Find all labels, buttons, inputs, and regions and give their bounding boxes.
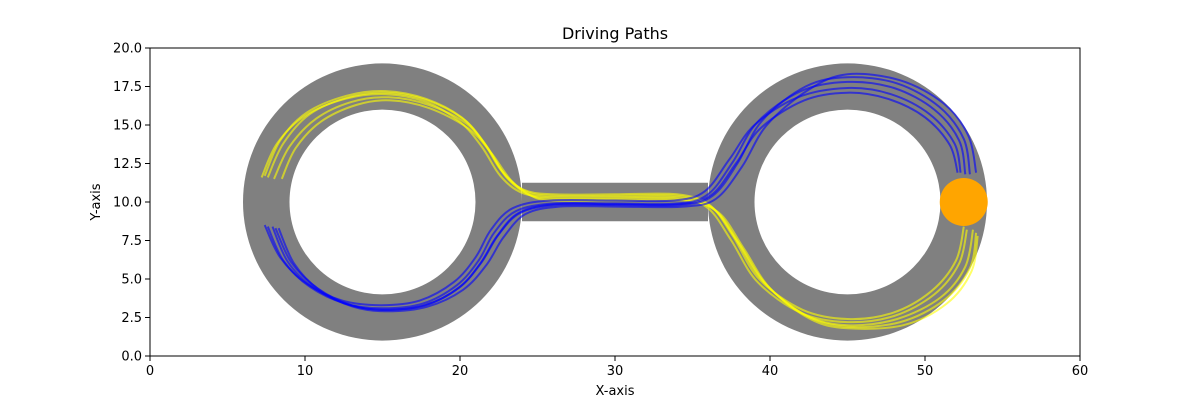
y-axis-ticks: 0.0 2.5 5.0 7.5 10.0 12.5 15.0 17.5 20.0 bbox=[113, 42, 150, 365]
y-tick-label-3: 7.5 bbox=[121, 234, 142, 249]
series-0-path-0 bbox=[260, 93, 968, 324]
series-1-path-2 bbox=[277, 72, 978, 313]
x-tick-label-3: 30 bbox=[607, 364, 624, 379]
track-connector bbox=[522, 182, 708, 222]
series-0-path-1 bbox=[266, 91, 974, 327]
left-ring-inner bbox=[289, 109, 476, 295]
marker-layer bbox=[939, 178, 988, 226]
y-tick-label-8: 20.0 bbox=[113, 42, 142, 57]
chart-title: Driving Paths bbox=[562, 24, 668, 43]
series-1-path-4 bbox=[274, 91, 959, 311]
series-0-path-4 bbox=[263, 90, 965, 321]
x-axis-label: X-axis bbox=[596, 384, 635, 399]
x-tick-label-4: 40 bbox=[762, 364, 779, 379]
goal-marker bbox=[939, 178, 988, 226]
y-axis-label: Y-axis bbox=[89, 183, 104, 221]
y-tick-label-1: 2.5 bbox=[121, 311, 142, 326]
x-tick-label-1: 10 bbox=[297, 364, 314, 379]
x-axis-ticks: 0 10 20 30 40 50 60 bbox=[146, 356, 1088, 379]
right-ring-inner bbox=[754, 109, 941, 295]
y-tick-label-2: 5.0 bbox=[121, 273, 142, 288]
y-tick-label-7: 17.5 bbox=[113, 80, 142, 95]
y-tick-label-6: 15.0 bbox=[113, 119, 142, 134]
series-1-path-3 bbox=[263, 86, 962, 307]
track-layer bbox=[243, 63, 987, 341]
x-tick-label-5: 50 bbox=[917, 364, 934, 379]
x-tick-label-2: 20 bbox=[452, 364, 469, 379]
x-tick-label-6: 60 bbox=[1072, 364, 1089, 379]
series-layer bbox=[260, 72, 979, 330]
x-tick-label-0: 0 bbox=[146, 364, 154, 379]
y-tick-label-0: 0.0 bbox=[121, 350, 142, 365]
y-tick-label-4: 10.0 bbox=[113, 196, 142, 211]
y-tick-label-5: 12.5 bbox=[113, 157, 142, 172]
series-group-1 bbox=[263, 72, 978, 313]
